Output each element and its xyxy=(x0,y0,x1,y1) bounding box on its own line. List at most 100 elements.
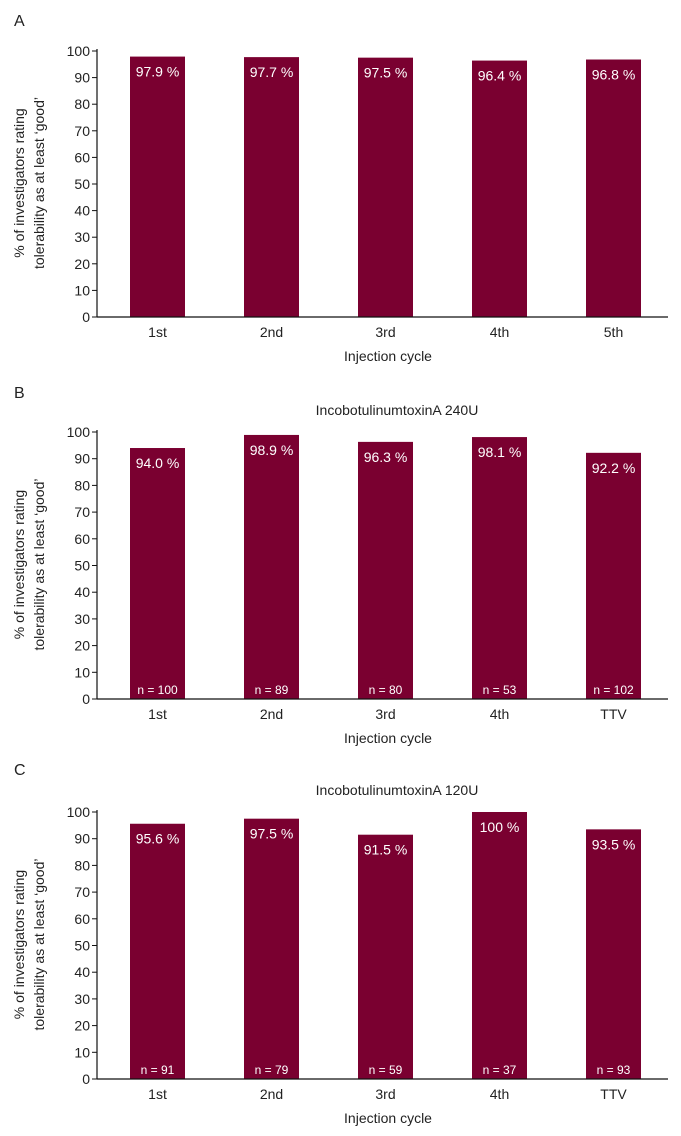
x-tick-label: 2nd xyxy=(260,706,283,722)
x-axis-label: Injection cycle xyxy=(344,730,432,746)
bar xyxy=(244,57,299,317)
panel-label: C xyxy=(14,762,26,779)
bar-value-label: 97.9 % xyxy=(136,64,180,80)
y-tick-label: 60 xyxy=(74,531,90,547)
x-tick-label: 2nd xyxy=(260,1086,283,1102)
y-axis-label: % of investigators rating xyxy=(11,490,27,639)
y-tick-label: 30 xyxy=(74,991,90,1007)
bar-value-label: 95.6 % xyxy=(136,831,180,847)
x-tick-label: TTV xyxy=(600,1086,627,1102)
y-tick-label: 0 xyxy=(82,1071,90,1087)
y-tick-label: 50 xyxy=(74,938,90,954)
y-tick-label: 80 xyxy=(74,477,90,493)
bar-value-label: 96.8 % xyxy=(592,67,636,83)
bar-value-label: 94.0 % xyxy=(136,455,180,471)
y-tick-label: 80 xyxy=(74,857,90,873)
bar-value-label: 97.5 % xyxy=(364,65,408,81)
bar-n-label: n = 79 xyxy=(255,1063,289,1077)
y-tick-label: 50 xyxy=(74,176,90,192)
bar-n-label: n = 89 xyxy=(255,683,289,697)
bar xyxy=(586,59,641,318)
y-tick-label: 10 xyxy=(74,664,90,680)
bar-value-label: 92.2 % xyxy=(592,460,636,476)
x-tick-label: 1st xyxy=(148,1086,167,1102)
y-tick-label: 10 xyxy=(74,282,90,298)
x-tick-label: 4th xyxy=(490,1086,509,1102)
bar-value-label: 96.4 % xyxy=(478,68,522,84)
bar-value-label: 91.5 % xyxy=(364,842,408,858)
bar xyxy=(244,434,299,699)
bar xyxy=(244,818,299,1079)
bar xyxy=(130,823,185,1079)
y-tick-label: 50 xyxy=(74,558,90,574)
bar-n-label: n = 53 xyxy=(483,683,517,697)
x-tick-label: TTV xyxy=(600,706,627,722)
bar-value-label: 96.3 % xyxy=(364,449,408,465)
x-tick-label: 2nd xyxy=(260,324,283,340)
y-tick-label: 20 xyxy=(74,1018,90,1034)
panel-label: B xyxy=(14,385,25,402)
bar-value-label: 93.5 % xyxy=(592,836,636,852)
y-tick-label: 30 xyxy=(74,611,90,627)
bar-value-label: 97.5 % xyxy=(250,826,294,842)
bar-n-label: n = 93 xyxy=(597,1063,631,1077)
bar-value-label: 100 % xyxy=(480,819,520,835)
x-axis-label: Injection cycle xyxy=(344,348,432,364)
y-tick-label: 90 xyxy=(74,70,90,86)
x-tick-label: 4th xyxy=(490,706,509,722)
x-tick-label: 5th xyxy=(604,324,623,340)
y-tick-label: 70 xyxy=(74,884,90,900)
bar-n-label: n = 80 xyxy=(369,683,403,697)
y-tick-label: 10 xyxy=(74,1044,90,1060)
y-tick-label: 0 xyxy=(82,309,90,325)
bar xyxy=(472,437,527,699)
x-tick-label: 3rd xyxy=(375,1086,395,1102)
bar xyxy=(358,441,413,699)
bar xyxy=(358,57,413,318)
y-tick-label: 20 xyxy=(74,638,90,654)
y-tick-label: 90 xyxy=(74,831,90,847)
y-tick-label: 100 xyxy=(67,43,91,59)
bar xyxy=(130,448,185,699)
bar-n-label: n = 100 xyxy=(137,683,178,697)
x-tick-label: 4th xyxy=(490,324,509,340)
x-tick-label: 1st xyxy=(148,324,167,340)
y-axis-label: % of investigators rating xyxy=(11,108,27,257)
x-axis-label: Injection cycle xyxy=(344,1110,432,1126)
y-tick-label: 80 xyxy=(74,96,90,112)
bar-n-label: n = 102 xyxy=(593,683,634,697)
y-tick-label: 70 xyxy=(74,504,90,520)
y-axis-label: tolerability as at least ‘good’ xyxy=(31,479,47,651)
y-tick-label: 40 xyxy=(74,203,90,219)
y-tick-label: 70 xyxy=(74,123,90,139)
y-tick-label: 60 xyxy=(74,149,90,165)
bar-value-label: 98.9 % xyxy=(250,442,294,458)
bar-n-label: n = 91 xyxy=(141,1063,175,1077)
chart-title: IncobotulinumtoxinA 120U xyxy=(316,782,479,798)
bar xyxy=(472,60,527,318)
bar xyxy=(130,56,185,317)
bar-value-label: 97.7 % xyxy=(250,64,294,80)
x-tick-label: 3rd xyxy=(375,324,395,340)
y-tick-label: 0 xyxy=(82,691,90,707)
y-tick-label: 40 xyxy=(74,584,90,600)
y-tick-label: 40 xyxy=(74,964,90,980)
panel-label: A xyxy=(14,13,25,30)
chart-title: IncobotulinumtoxinA 240U xyxy=(316,402,479,418)
bar-n-label: n = 37 xyxy=(483,1063,517,1077)
bar xyxy=(358,834,413,1079)
y-axis-label: tolerability as at least ‘good’ xyxy=(31,859,47,1031)
y-axis-label: % of investigators rating xyxy=(11,870,27,1019)
x-tick-label: 1st xyxy=(148,706,167,722)
y-tick-label: 60 xyxy=(74,911,90,927)
y-tick-label: 90 xyxy=(74,451,90,467)
y-tick-label: 100 xyxy=(67,804,91,820)
bar-value-label: 98.1 % xyxy=(478,444,522,460)
y-axis-label: tolerability as at least ‘good’ xyxy=(31,97,47,269)
y-tick-label: 20 xyxy=(74,256,90,272)
y-tick-label: 100 xyxy=(67,424,91,440)
bar xyxy=(472,812,527,1079)
x-tick-label: 3rd xyxy=(375,706,395,722)
